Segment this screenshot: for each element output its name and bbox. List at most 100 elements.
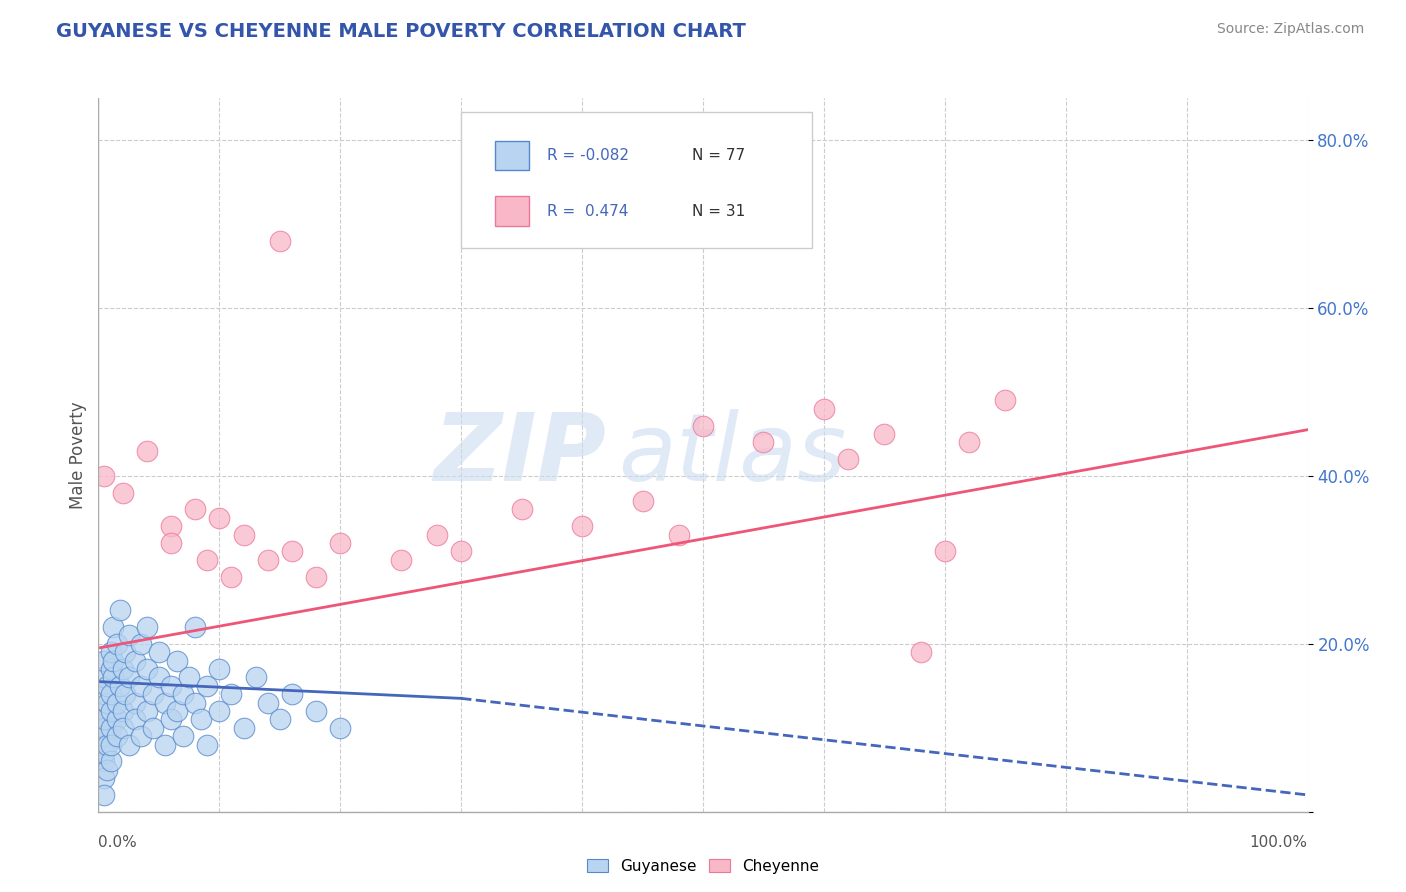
Point bbox=[160, 679, 183, 693]
Point bbox=[190, 712, 212, 726]
Point bbox=[256, 553, 278, 567]
Point bbox=[184, 696, 207, 710]
Point bbox=[450, 544, 472, 558]
Point bbox=[100, 687, 122, 701]
Text: R =  0.474: R = 0.474 bbox=[547, 203, 628, 219]
Point bbox=[873, 426, 896, 441]
Point bbox=[510, 502, 533, 516]
Point bbox=[329, 721, 352, 735]
Text: GUYANESE VS CHEYENNE MALE POVERTY CORRELATION CHART: GUYANESE VS CHEYENNE MALE POVERTY CORREL… bbox=[56, 22, 747, 41]
Point bbox=[129, 679, 152, 693]
Point bbox=[305, 704, 328, 718]
Point bbox=[195, 679, 218, 693]
Point bbox=[692, 418, 714, 433]
Point bbox=[245, 670, 267, 684]
Point bbox=[910, 645, 932, 659]
Point bbox=[148, 645, 170, 659]
Point bbox=[426, 527, 449, 541]
Point bbox=[305, 569, 328, 583]
Point bbox=[96, 679, 118, 693]
Point bbox=[93, 469, 115, 483]
Point bbox=[195, 553, 218, 567]
Point bbox=[93, 771, 115, 785]
Text: 0.0%: 0.0% bbox=[98, 836, 138, 850]
Point bbox=[93, 687, 115, 701]
Point bbox=[752, 435, 775, 450]
Point bbox=[93, 721, 115, 735]
Point bbox=[129, 637, 152, 651]
Point bbox=[108, 679, 131, 693]
Point bbox=[93, 746, 115, 760]
Point bbox=[269, 712, 291, 726]
Legend: Guyanese, Cheyenne: Guyanese, Cheyenne bbox=[581, 853, 825, 880]
Point bbox=[93, 712, 115, 726]
Point bbox=[124, 654, 146, 668]
Point bbox=[160, 712, 183, 726]
Point bbox=[111, 721, 134, 735]
Point bbox=[957, 435, 980, 450]
Point bbox=[114, 645, 136, 659]
Point bbox=[571, 519, 593, 533]
Point bbox=[118, 670, 141, 684]
FancyBboxPatch shape bbox=[495, 196, 529, 227]
Point bbox=[221, 569, 243, 583]
Point bbox=[208, 511, 231, 525]
Point bbox=[96, 763, 118, 777]
Point bbox=[93, 738, 115, 752]
Point bbox=[668, 527, 690, 541]
Point bbox=[100, 755, 122, 769]
Point bbox=[269, 234, 291, 248]
Point bbox=[111, 485, 134, 500]
Point bbox=[208, 662, 231, 676]
Point bbox=[389, 553, 412, 567]
Point bbox=[105, 712, 128, 726]
Point bbox=[135, 662, 157, 676]
Point bbox=[100, 721, 122, 735]
Point bbox=[232, 527, 254, 541]
Point bbox=[118, 738, 141, 752]
Point bbox=[111, 704, 134, 718]
Point bbox=[631, 494, 654, 508]
FancyBboxPatch shape bbox=[461, 112, 811, 248]
Point bbox=[148, 670, 170, 684]
Point bbox=[232, 721, 254, 735]
Point bbox=[100, 645, 122, 659]
Point bbox=[160, 536, 183, 550]
Point bbox=[153, 738, 176, 752]
Point bbox=[281, 687, 304, 701]
Point bbox=[96, 696, 118, 710]
Point bbox=[100, 662, 122, 676]
Point bbox=[166, 704, 188, 718]
Point bbox=[184, 502, 207, 516]
Point bbox=[108, 603, 131, 617]
Point bbox=[837, 452, 859, 467]
Point bbox=[329, 536, 352, 550]
Point bbox=[177, 670, 201, 684]
Point bbox=[105, 696, 128, 710]
Point bbox=[101, 654, 124, 668]
Point bbox=[100, 738, 122, 752]
Point bbox=[160, 519, 183, 533]
Point bbox=[114, 687, 136, 701]
Text: Source: ZipAtlas.com: Source: ZipAtlas.com bbox=[1216, 22, 1364, 37]
Text: ZIP: ZIP bbox=[433, 409, 606, 501]
Point bbox=[184, 620, 207, 634]
Point bbox=[111, 662, 134, 676]
Point bbox=[118, 628, 141, 642]
Y-axis label: Male Poverty: Male Poverty bbox=[69, 401, 87, 508]
Point bbox=[135, 704, 157, 718]
Text: R = -0.082: R = -0.082 bbox=[547, 148, 628, 163]
Point bbox=[101, 620, 124, 634]
Point bbox=[124, 712, 146, 726]
Point bbox=[93, 755, 115, 769]
Point bbox=[129, 729, 152, 743]
Point bbox=[195, 738, 218, 752]
Point bbox=[93, 788, 115, 802]
Point bbox=[96, 738, 118, 752]
Point bbox=[93, 729, 115, 743]
Point bbox=[100, 704, 122, 718]
Point bbox=[813, 401, 835, 416]
Point bbox=[994, 393, 1017, 408]
Point bbox=[105, 637, 128, 651]
Point bbox=[172, 687, 194, 701]
